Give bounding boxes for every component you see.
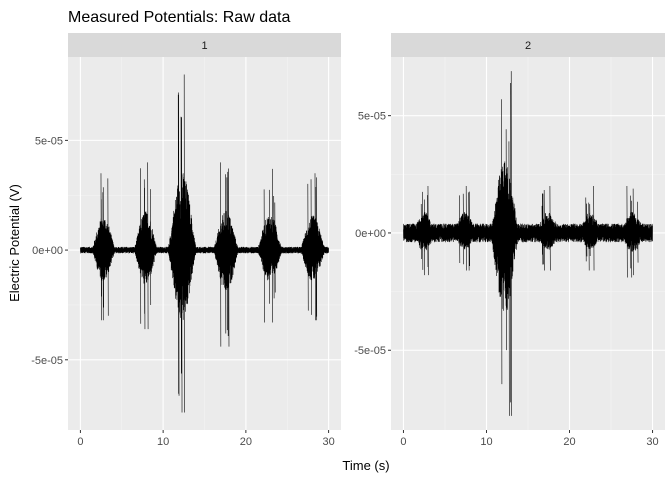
facet-panel-2: 2 -5e-05 0e+00 5e-05 0 10 20 30 [354,33,665,448]
x-tick-label: 10 [157,436,169,448]
y-axis: -5e-05 0e+00 5e-05 [31,135,68,367]
x-tick-label: 30 [646,436,658,448]
facet-panel-1: 1 -5e-05 0e+00 5e-05 0 10 20 30 [31,33,341,448]
y-tick-label: 5e-05 [358,111,386,123]
strip-background [391,33,665,57]
strip-background [68,33,341,57]
y-tick-label: 0e+00 [32,245,63,257]
y-axis-title: Electric Potential (V) [7,184,22,302]
y-tick-label: 5e-05 [35,135,63,147]
series-line [403,71,653,416]
chart-title: Measured Potentials: Raw data [68,9,290,26]
x-axis: 0 10 20 30 [77,430,335,448]
x-tick-label: 0 [400,436,406,448]
x-tick-label: 30 [322,436,334,448]
x-tick-label: 20 [240,436,252,448]
x-axis: 0 10 20 30 [400,430,659,448]
series-line [80,74,329,413]
y-tick-label: 0e+00 [355,228,386,240]
y-tick-label: -5e-05 [354,345,386,357]
x-axis-title: Time (s) [342,458,389,473]
x-tick-label: 0 [77,436,83,448]
strip-label: 2 [525,40,531,52]
y-tick-label: -5e-05 [31,355,63,367]
strip-label: 1 [201,40,207,52]
y-axis: -5e-05 0e+00 5e-05 [354,111,391,357]
x-tick-label: 20 [563,436,575,448]
x-tick-label: 10 [480,436,492,448]
